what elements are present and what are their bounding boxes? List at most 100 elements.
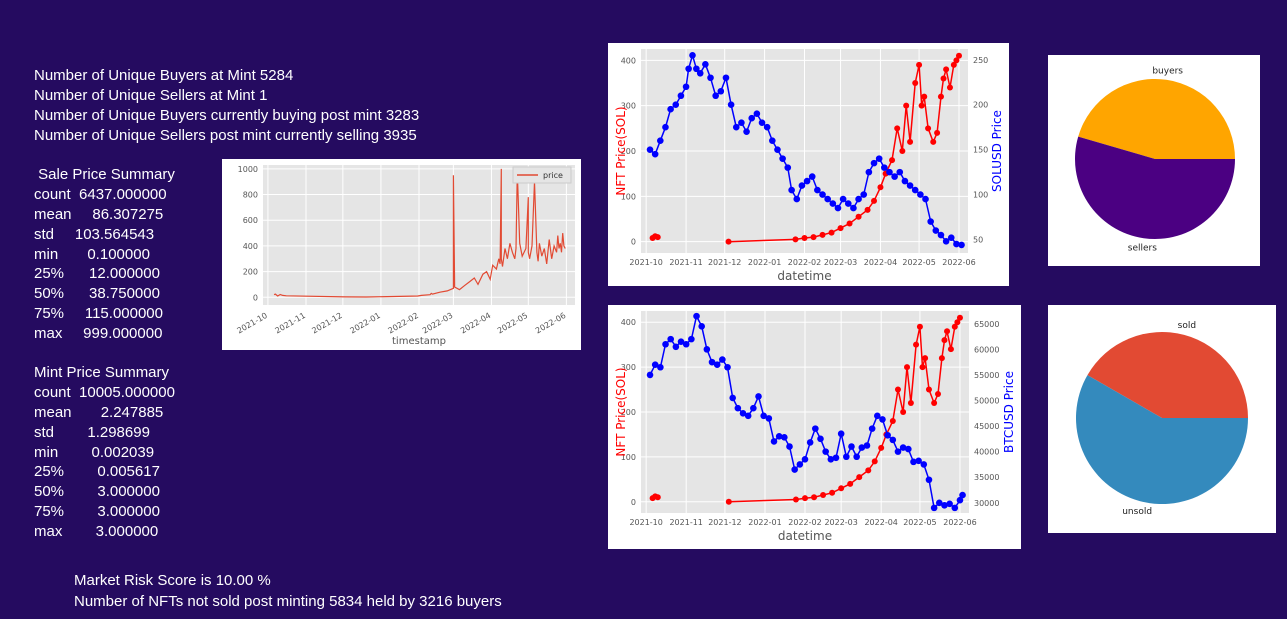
usd-price-point: [881, 164, 888, 171]
usd-price-point: [667, 105, 674, 113]
nft-price-point: [829, 489, 836, 496]
x-tick-label: 2022-06: [943, 518, 976, 527]
sale-summary-row: 25% 12.000000: [34, 265, 160, 282]
x-tick-label: 2022-01: [348, 311, 381, 336]
nft-price-point: [856, 474, 863, 481]
y-right-tick-label: 45000: [974, 422, 999, 431]
y-right-tick-label: 50000: [974, 396, 999, 405]
y-tick-label: 200: [621, 147, 636, 156]
pie-slice: [1075, 136, 1235, 239]
y-right-axis-label: SOLUSD Price: [990, 110, 1004, 192]
x-tick-label: 2022-02: [387, 311, 420, 336]
usd-price-point: [672, 343, 680, 351]
nft-price-point: [810, 234, 817, 241]
sale-summary-title: Sale Price Summary: [34, 166, 175, 183]
y-tick-label: 200: [243, 268, 258, 277]
sale-summary-row: min 0.100000: [34, 246, 150, 263]
usd-price-point: [822, 448, 829, 455]
x-tick-label: 2021-12: [708, 258, 741, 267]
mint-summary-row: 50% 3.000000: [34, 483, 160, 500]
y-tick-label: 200: [621, 408, 636, 417]
y-right-tick-label: 250: [973, 56, 988, 65]
usd-price-point: [717, 87, 725, 95]
unique-sellers-mint: Number of Unique Sellers at Mint 1: [34, 87, 268, 104]
usd-price-point: [956, 496, 964, 504]
nft-price-point: [792, 496, 799, 503]
usd-price-point: [689, 51, 696, 59]
y-tick-label: 0: [631, 498, 636, 507]
usd-price-point: [915, 457, 922, 465]
usd-price-point: [839, 195, 847, 203]
nft-price-point: [912, 80, 919, 86]
usd-price-point: [899, 444, 907, 451]
nft-price-point: [828, 229, 835, 236]
usd-price-point: [870, 159, 878, 167]
usd-price-point: [889, 436, 897, 444]
usd-price-point: [863, 442, 871, 449]
y-axis-label: NFT Price(SOL): [614, 367, 628, 456]
usd-price-point: [765, 415, 773, 422]
usd-price-point: [734, 404, 742, 412]
mint-summary-row: min 0.002039: [34, 444, 155, 461]
unsold-nfts-summary: Number of NFTs not sold post minting 583…: [74, 593, 502, 610]
usd-price-point: [743, 128, 750, 135]
usd-price-point: [932, 227, 940, 234]
x-tick-label: 2021-11: [274, 311, 307, 336]
usd-price-point: [910, 458, 917, 466]
pie-label: unsold: [1122, 507, 1152, 517]
y-tick-label: 0: [631, 238, 636, 247]
usd-price-point: [724, 363, 731, 371]
usd-price-point: [750, 404, 757, 412]
usd-price-point: [906, 182, 914, 189]
mint-summary-row: 25% 0.005617: [34, 463, 160, 480]
usd-price-point: [729, 394, 736, 402]
unique-buyers-mint: Number of Unique Buyers at Mint 5284: [34, 67, 294, 84]
usd-price-point: [806, 439, 814, 446]
nft-price-point: [725, 498, 732, 505]
usd-price-point: [667, 335, 675, 343]
sale-summary-row: count 6437.000000: [34, 186, 167, 203]
price-series-line: [273, 168, 566, 298]
y-axis-label: NFT Price(SOL): [614, 106, 628, 195]
nft-price-point: [934, 129, 941, 136]
x-axis-label: datetime: [777, 269, 831, 283]
nft-price-point: [904, 364, 911, 371]
x-tick-label: 2021-12: [310, 311, 343, 336]
y-right-tick-label: 60000: [974, 345, 999, 354]
nft-price-point: [894, 386, 901, 393]
sale-summary-row: max 999.000000: [34, 325, 163, 342]
nft-price-point: [792, 236, 799, 243]
nft-price-point: [916, 61, 923, 68]
nft-price-point: [864, 206, 871, 213]
usd-price-point: [727, 101, 735, 109]
usd-price-point: [817, 435, 824, 443]
sale-summary-row: std 103.564543: [34, 226, 155, 243]
usd-price-point: [843, 453, 850, 461]
nft-price-point: [956, 314, 963, 321]
nft-price-point: [877, 184, 884, 191]
y-tick-label: 800: [243, 191, 258, 200]
y-tick-label: 100: [621, 192, 636, 201]
x-tick-label: 2022-03: [421, 311, 454, 336]
pie-label: sold: [1178, 321, 1196, 331]
usd-price-point: [763, 123, 771, 131]
y-right-axis-label: BTCUSD Price: [1002, 371, 1016, 453]
usd-price-point: [657, 137, 664, 144]
usd-price-point: [801, 456, 809, 463]
x-tick-label: 2022-02: [788, 258, 821, 267]
x-tick-label: 2022-06: [942, 258, 975, 267]
y-right-tick-label: 50: [973, 236, 983, 245]
usd-price-point: [958, 241, 965, 249]
mint-summary-row: max 3.000000: [34, 523, 159, 540]
usd-price-point: [953, 240, 960, 248]
usd-price-point: [657, 363, 664, 371]
usd-price-point: [874, 412, 881, 420]
nft-price-point: [801, 235, 808, 242]
nft-price-point: [954, 319, 961, 326]
y-right-tick-label: 150: [973, 146, 988, 155]
usd-price-point: [753, 110, 761, 118]
usd-price-point: [760, 412, 767, 420]
x-tick-label: 2022-05: [903, 518, 936, 527]
usd-price-point: [739, 409, 747, 417]
y-tick-label: 600: [243, 216, 258, 225]
